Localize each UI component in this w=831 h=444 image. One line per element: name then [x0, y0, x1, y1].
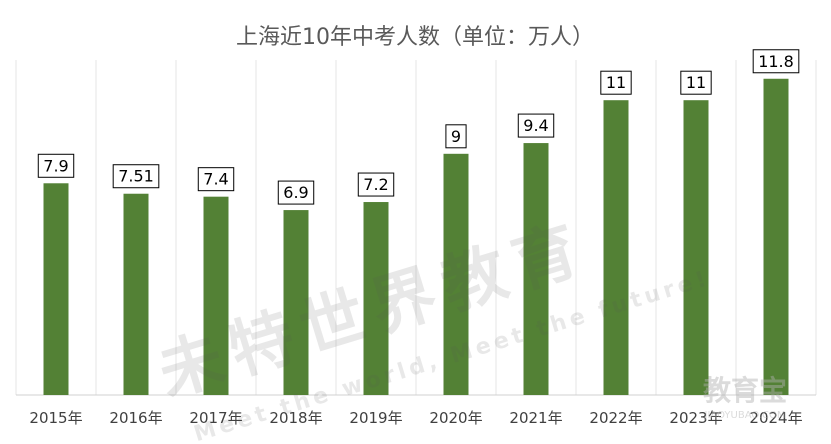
x-tick-label: 2018年	[269, 409, 322, 427]
data-label: 7.9	[43, 156, 68, 175]
corner-watermark: 教育宝 JIAOYUBAO.COM	[703, 374, 787, 421]
data-label: 9	[451, 127, 461, 146]
x-tick-label: 2020年	[429, 409, 482, 427]
chart-title: 上海近10年中考人数（单位：万人）	[236, 25, 594, 50]
data-label: 9.4	[523, 116, 548, 135]
bar	[523, 143, 549, 395]
x-axis-ticks: 2015年 2016年 2017年 2018年 2019年 2020年 2021年 2022年…	[29, 409, 802, 427]
data-label: 11	[686, 73, 706, 92]
data-label-box	[680, 70, 712, 95]
x-tick-label: 2016年	[109, 409, 162, 427]
bar	[603, 100, 629, 395]
data-label-box	[37, 153, 75, 178]
data-label-box	[112, 164, 160, 189]
data-label-box	[197, 167, 235, 192]
bar	[683, 100, 709, 395]
bar	[763, 78, 789, 395]
corner-watermark-logo: 教育宝	[703, 374, 787, 407]
data-label-box	[277, 180, 315, 205]
data-label: 7.51	[118, 167, 154, 186]
x-tick-label: 2022年	[589, 409, 642, 427]
corner-watermark-url: JIAOYUBAO.COM	[704, 410, 786, 421]
watermark: 未特世界教育 Meet the world, Meet the future!	[150, 211, 713, 444]
bar	[203, 196, 229, 395]
grid-lines	[15, 60, 817, 396]
data-label-box	[445, 124, 467, 149]
bars	[43, 78, 789, 395]
x-tick-label: 2019年	[349, 409, 402, 427]
data-label-box	[357, 172, 395, 197]
bar	[123, 193, 149, 395]
data-label: 11	[606, 73, 626, 92]
data-label: 11.8	[758, 52, 794, 71]
x-tick-label: 2023年	[669, 409, 722, 427]
data-label: 6.9	[283, 183, 308, 202]
x-tick-label: 2021年	[509, 409, 562, 427]
bar	[443, 153, 469, 395]
data-label-box	[600, 70, 632, 95]
x-tick-label: 2017年	[189, 409, 242, 427]
bar	[43, 183, 69, 395]
x-tick-label: 2024年	[749, 409, 802, 427]
data-label: 7.2	[363, 175, 388, 194]
x-tick-label: 2015年	[29, 409, 82, 427]
bar	[283, 210, 309, 395]
bar	[363, 202, 389, 395]
data-label-box	[517, 113, 555, 138]
data-labels: 7.9 7.51 7.4 6.9 7.2 9 9.4 11 11 11.8	[37, 49, 800, 205]
data-label-box	[752, 49, 800, 74]
data-label: 7.4	[203, 170, 228, 189]
